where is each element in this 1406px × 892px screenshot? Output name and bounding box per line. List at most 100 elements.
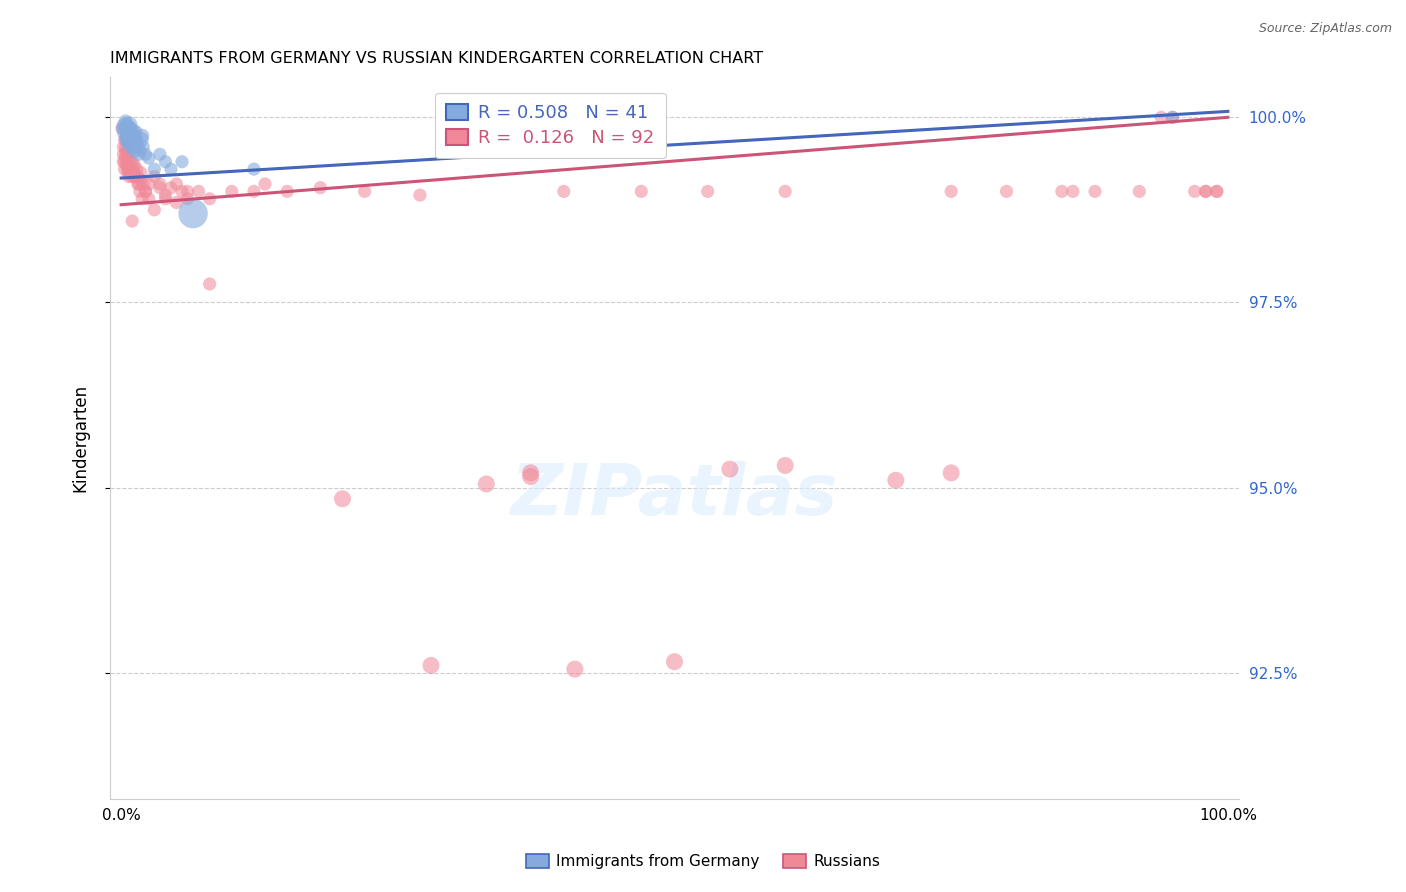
Point (124, 144, 146, 158)
Point (114, 132, 136, 146)
Point (1205, 185, 1227, 199)
Point (630, 185, 652, 199)
Point (1184, 185, 1206, 199)
Point (149, 180, 172, 194)
Point (138, 151, 160, 165)
Point (221, 185, 243, 199)
Point (129, 173, 152, 187)
Point (475, 477, 498, 491)
Point (276, 185, 298, 199)
Point (118, 162, 141, 177)
Point (125, 162, 148, 177)
Point (696, 185, 718, 199)
Point (131, 192, 153, 206)
Point (309, 180, 332, 194)
Point (138, 177, 160, 191)
Point (176, 192, 198, 206)
Point (127, 140, 149, 154)
Point (129, 144, 152, 158)
Point (941, 466, 963, 480)
Point (170, 154, 193, 169)
Point (117, 166, 139, 180)
Legend: Immigrants from Germany, Russians: Immigrants from Germany, Russians (520, 848, 886, 875)
Point (112, 147, 135, 161)
Point (111, 121, 134, 136)
Point (553, 185, 575, 199)
Point (121, 154, 143, 169)
Point (198, 277, 221, 291)
Point (111, 121, 134, 136)
Point (519, 466, 541, 480)
Point (155, 192, 177, 206)
Point (1128, 185, 1150, 199)
Point (170, 185, 193, 199)
Point (114, 132, 136, 146)
Point (1084, 185, 1107, 199)
Point (149, 177, 172, 191)
Point (114, 147, 136, 161)
Point (166, 195, 188, 210)
Point (243, 162, 266, 177)
Point (1161, 111, 1184, 125)
Point (115, 158, 138, 172)
Point (120, 162, 142, 177)
Point (115, 118, 138, 132)
Point (155, 154, 177, 169)
Text: IMMIGRANTS FROM GERMANY VS RUSSIAN KINDERGARTEN CORRELATION CHART: IMMIGRANTS FROM GERMANY VS RUSSIAN KINDE… (110, 51, 763, 66)
Point (127, 177, 149, 191)
Point (1062, 185, 1084, 199)
Point (117, 147, 139, 161)
Point (1050, 185, 1073, 199)
Point (114, 114, 136, 128)
Point (114, 125, 136, 139)
Point (995, 185, 1018, 199)
Point (941, 185, 963, 199)
Point (117, 162, 139, 177)
Point (243, 185, 266, 199)
Point (143, 162, 166, 177)
Point (124, 169, 146, 184)
Point (134, 147, 156, 161)
Point (198, 192, 221, 206)
Point (129, 185, 152, 199)
Text: ZIPatlas: ZIPatlas (510, 461, 838, 530)
Point (129, 132, 152, 146)
Point (125, 132, 148, 146)
Point (117, 121, 139, 136)
Point (1161, 111, 1184, 125)
Point (114, 151, 136, 165)
Point (118, 154, 141, 169)
Point (118, 132, 141, 146)
Point (773, 185, 796, 199)
Point (181, 206, 204, 220)
Point (120, 128, 142, 143)
Point (124, 132, 146, 146)
Point (176, 185, 198, 199)
Point (1205, 185, 1227, 199)
Point (112, 140, 135, 154)
Point (420, 658, 443, 673)
Point (564, 662, 586, 676)
Point (187, 185, 209, 199)
Point (115, 158, 138, 172)
Point (129, 166, 152, 180)
Point (118, 166, 141, 180)
Point (121, 169, 143, 184)
Point (332, 491, 354, 506)
Point (160, 162, 183, 177)
Point (118, 136, 141, 151)
Point (1150, 111, 1173, 125)
Point (122, 162, 145, 177)
Point (253, 177, 276, 191)
Point (160, 180, 183, 194)
Point (138, 192, 160, 206)
Point (114, 140, 136, 154)
Point (114, 162, 136, 177)
Point (121, 125, 143, 139)
Point (132, 177, 155, 191)
Point (118, 118, 141, 132)
Point (773, 458, 796, 473)
Text: Source: ZipAtlas.com: Source: ZipAtlas.com (1258, 22, 1392, 36)
Point (112, 154, 135, 169)
Point (124, 125, 146, 139)
